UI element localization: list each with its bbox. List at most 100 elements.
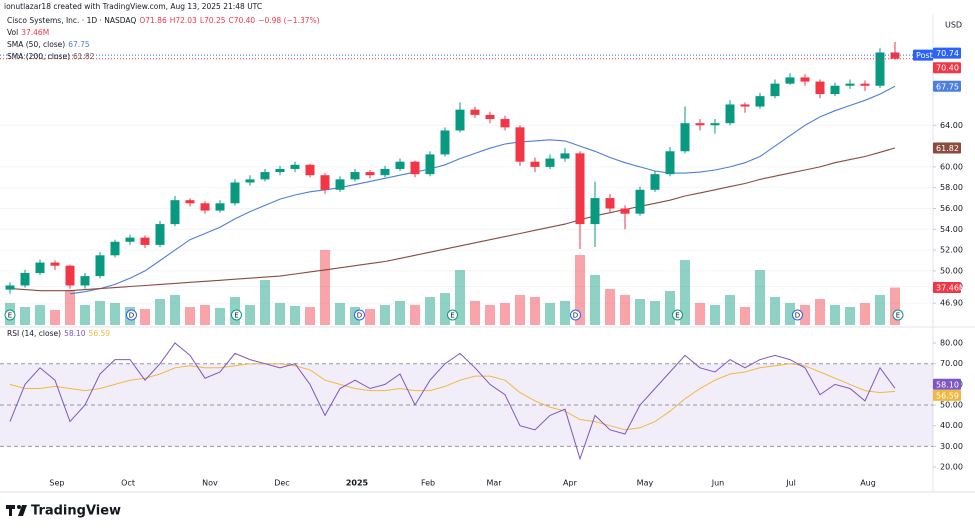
rsi-tick-label: 20.00	[940, 463, 963, 472]
volume-bar	[215, 308, 225, 325]
volume-bar	[50, 310, 60, 325]
rsi-line	[9, 342, 896, 461]
candle-body	[215, 203, 225, 211]
rsi-legend: RSI (14, close) 58.10 56.59	[7, 329, 110, 338]
candle-body	[245, 179, 255, 183]
volume-bar	[635, 299, 645, 325]
event-marker	[792, 309, 803, 321]
volume-bar	[395, 301, 405, 325]
legend-item: 37.46M	[21, 28, 49, 37]
volume-bar	[830, 305, 840, 325]
candle-body	[380, 168, 390, 176]
event-marker	[4, 309, 16, 321]
volume-bar	[680, 260, 690, 325]
volume-bar	[650, 301, 660, 325]
volume-bar	[410, 305, 420, 325]
candle-body	[590, 198, 600, 225]
candle-body	[95, 255, 105, 277]
legend-item: Vol	[7, 28, 18, 37]
candle-body	[875, 52, 885, 86]
volume-bar	[605, 289, 615, 325]
candle-body	[35, 262, 45, 273]
legend-item: 56.59	[89, 329, 111, 338]
event-marker	[892, 309, 904, 321]
candle-body	[230, 182, 240, 204]
x-tick-label: Jun	[711, 479, 725, 488]
candle-body	[890, 52, 900, 59]
candle-body	[155, 224, 165, 245]
volume-bar	[80, 305, 90, 325]
candle-body	[275, 168, 285, 173]
candle-body	[725, 104, 735, 124]
candle-body	[185, 200, 195, 204]
sma-price-tag-bg	[933, 142, 961, 154]
candle-body	[485, 114, 495, 120]
volume-bar	[755, 270, 765, 325]
post-price-tag: 70.74	[936, 49, 959, 58]
candle-body	[605, 198, 615, 209]
volume-bar	[785, 303, 795, 325]
legend-line: Cisco Systems, Inc. · 1D · NASDAQ O71.86 H…	[7, 16, 320, 25]
volume-bar	[335, 303, 345, 325]
volume-bar	[815, 299, 825, 325]
candle-body	[5, 285, 15, 290]
event-label: D	[795, 312, 800, 320]
candle-body	[335, 179, 345, 190]
candle-body	[20, 272, 30, 286]
rsi-tag-bg	[933, 378, 961, 390]
event-marker	[447, 309, 458, 321]
volume-bar	[260, 280, 270, 325]
volume-bar	[530, 297, 540, 325]
y-tick-label: 50.00	[940, 266, 963, 275]
rsi-tick-label: 80.00	[940, 339, 963, 348]
x-tick-label: Oct	[121, 479, 135, 488]
y-tick-label: 52.00	[940, 246, 963, 255]
volume-bar	[290, 306, 300, 325]
volume-bar	[365, 309, 375, 325]
legend-line: SMA (200, close) 61.82	[7, 52, 95, 61]
x-tick-label: Aug	[860, 479, 876, 488]
candle-body	[830, 85, 840, 95]
volume-bar	[725, 295, 735, 325]
event-marker	[570, 309, 581, 321]
event-marker	[126, 309, 137, 321]
candle-body	[785, 77, 795, 84]
last-price-tag-bg	[933, 62, 961, 74]
y-tick-label: 60.00	[940, 162, 963, 171]
x-tick-label: 2025	[346, 479, 369, 488]
legend-item: H72.03	[170, 16, 197, 25]
volume-bar	[710, 305, 720, 325]
event-label: E	[675, 312, 679, 320]
candle-body	[125, 237, 135, 242]
volume-bar	[740, 307, 750, 325]
candle-body	[845, 83, 855, 86]
y-tick-label: 54.00	[940, 225, 963, 234]
event-marker	[354, 309, 365, 321]
last-price-tag: 70.40	[936, 64, 959, 73]
volume-tag-bg	[933, 282, 961, 294]
candle-body	[320, 175, 330, 190]
logo	[6, 505, 27, 516]
event-label: E	[8, 312, 12, 320]
candle-body	[665, 151, 675, 175]
currency: USD	[945, 21, 962, 30]
volume-bar	[590, 275, 600, 325]
y-tick-label: 46.90	[940, 299, 963, 308]
post-tag-bg	[913, 49, 933, 61]
candle-body	[110, 241, 120, 256]
rsi-tag: 56.59	[936, 391, 959, 400]
event-label: D	[573, 312, 578, 320]
candle-body	[530, 161, 540, 167]
candle-body	[425, 154, 435, 175]
candle-body	[755, 96, 765, 107]
candle-body	[350, 172, 360, 180]
candle-body	[695, 123, 705, 126]
volume-bar	[320, 250, 330, 325]
candle-body	[710, 123, 720, 126]
legend-line: SMA (50, close) 67.75	[7, 40, 90, 49]
candle-body	[305, 164, 315, 176]
rsi-tick-label: 70.00	[940, 359, 963, 368]
volume-bar	[575, 255, 585, 325]
